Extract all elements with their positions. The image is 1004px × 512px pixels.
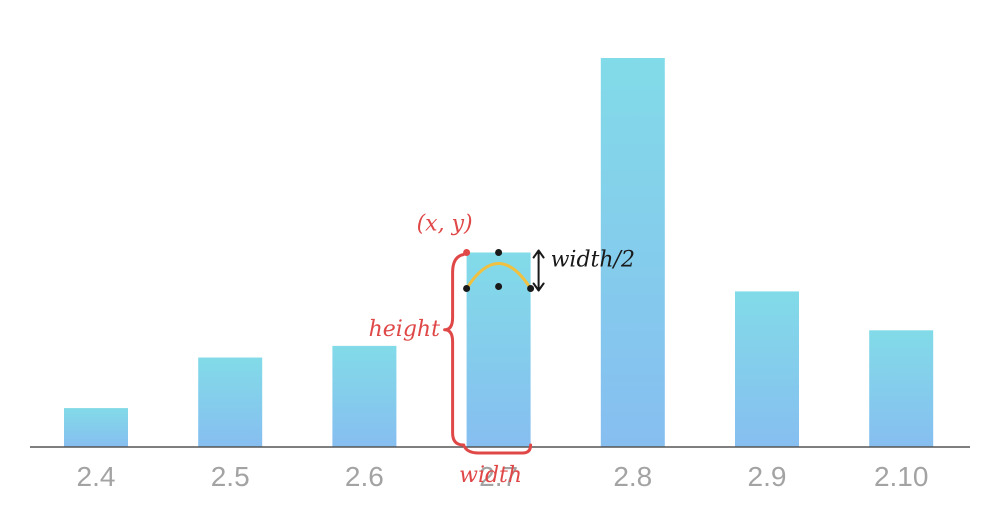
half-width-arrow: [532, 249, 545, 292]
bar-2.4: [64, 408, 128, 447]
half-width-label: width/2: [551, 248, 635, 273]
width-label: width: [459, 463, 522, 488]
bar-2.8: [600, 58, 665, 447]
x-tick-label: 2.6: [345, 461, 384, 492]
x-tick-label: 2.4: [77, 461, 116, 492]
rounded-top-arc: [465, 262, 533, 290]
hand-drawn-annotations: (x, y) height width width/2: [369, 212, 635, 489]
width-bracket: [462, 443, 533, 455]
bar-2.7: [466, 252, 531, 447]
x-tick-label: 2.7: [479, 461, 518, 492]
bar-2.10: [869, 330, 934, 447]
point-label: (x, y): [417, 212, 473, 237]
height-label: height: [369, 317, 440, 342]
arc-right-point: [527, 285, 535, 292]
arc-center-point: [495, 283, 503, 290]
x-tick-label: 2.8: [613, 461, 652, 492]
x-tick-label: 2.10: [874, 461, 929, 492]
bar-2.6: [332, 345, 397, 447]
x-axis-tick-labels: 2.4 2.5 2.6 2.7 2.8 2.9 2.10: [77, 461, 929, 492]
bar-2.9: [735, 291, 799, 447]
x-tick-label: 2.9: [748, 461, 787, 492]
arc-left-point: [463, 285, 471, 292]
x-tick-label: 2.5: [211, 461, 250, 492]
height-bracket: [443, 253, 466, 447]
arc-top-point: [495, 249, 503, 256]
bar-2.5: [198, 357, 263, 447]
